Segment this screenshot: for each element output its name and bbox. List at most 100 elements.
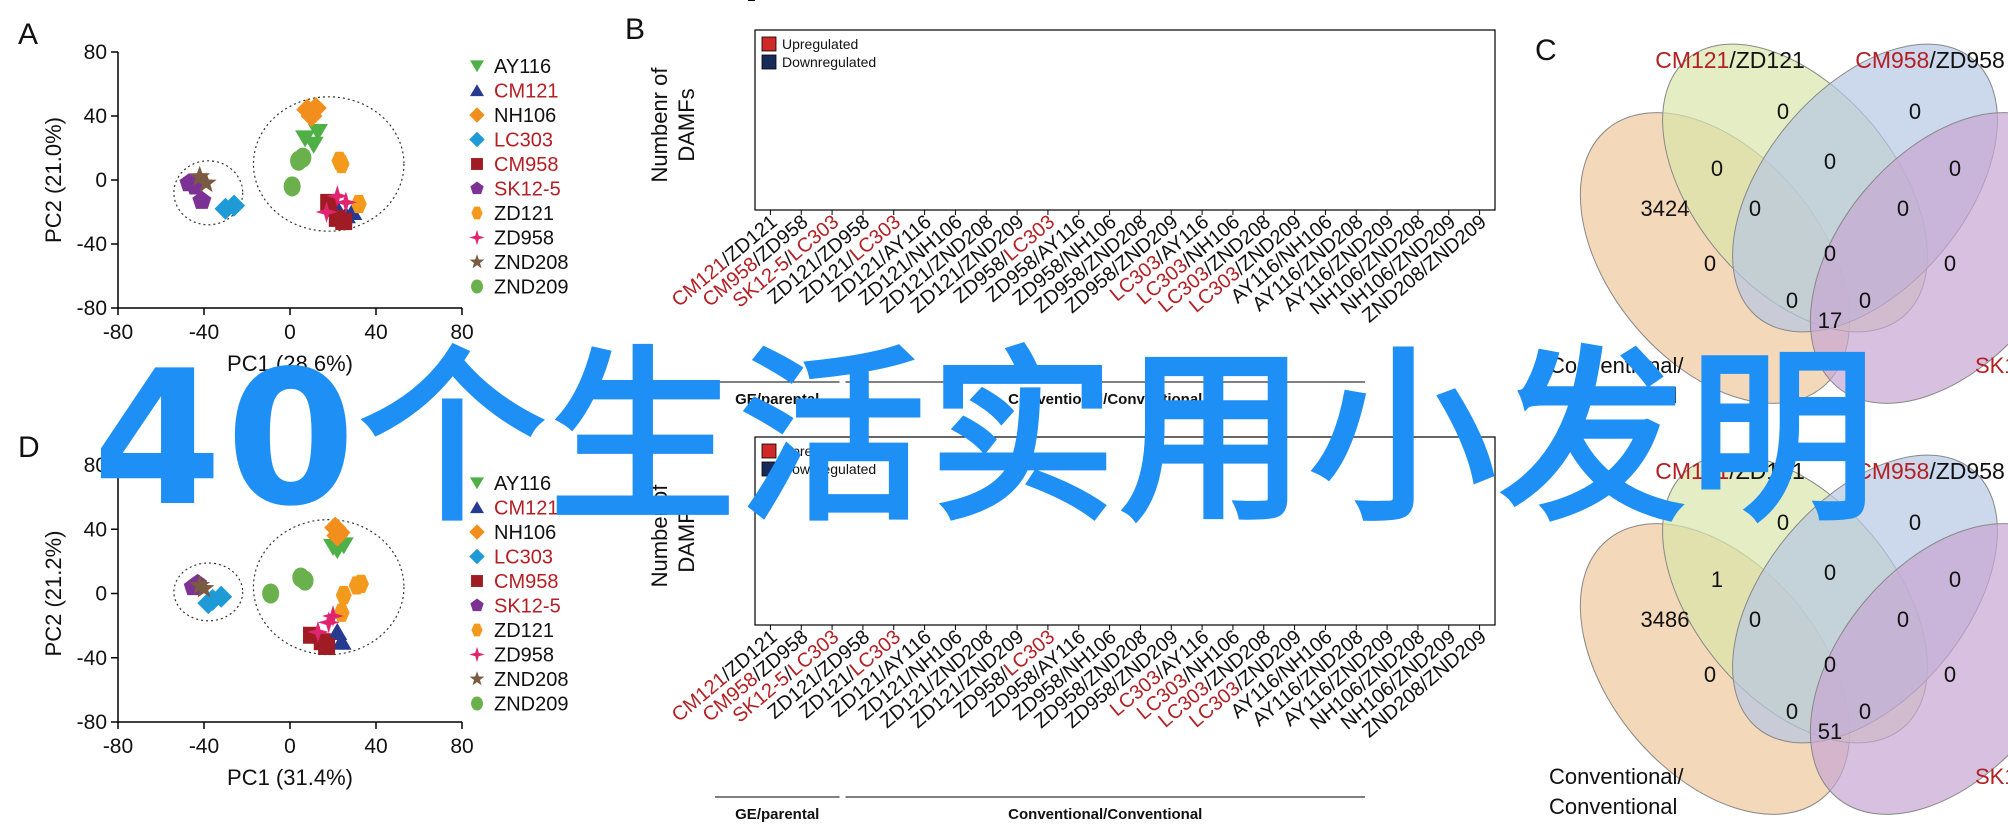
y-tick-label: -80 — [77, 711, 107, 734]
bar-value-label: 367 — [1345, 0, 1369, 3]
slash: / — [1929, 458, 1936, 484]
marker-zd958 — [322, 604, 344, 627]
legend-label: AY116 — [494, 473, 551, 495]
bar-value-label: 906 — [1036, 0, 1060, 3]
legend-diamond-icon — [469, 107, 485, 123]
venn-region-value: 0 — [1824, 241, 1836, 266]
bar-value-label: 1701 — [1402, 0, 1433, 3]
bar-value-label: 1 — [1383, 0, 1391, 3]
venn-region-value: 0 — [1824, 149, 1836, 174]
bar-value-label: 732 — [1098, 0, 1122, 3]
bar-value-label: 1142 — [971, 0, 1001, 3]
venn-region-value: 0 — [1859, 699, 1871, 724]
legend-star4-icon — [469, 646, 485, 663]
legend-label: ZND208 — [494, 669, 568, 691]
bar-value-label: 0 — [1075, 0, 1083, 3]
label-part: SK12-5 — [1975, 764, 2008, 789]
legend-label: LC303 — [494, 547, 553, 569]
legend-diamond-icon — [469, 548, 485, 565]
venn-set-label: CM121/ZD121 — [1655, 458, 1805, 484]
group-label: Conventional/Conventional — [1008, 806, 1202, 823]
bar-value-label: 1816 — [1217, 0, 1248, 3]
bar-value-label: 224 — [1468, 0, 1492, 3]
bar-value-label: 1 — [767, 0, 775, 3]
y-tick-label: 40 — [84, 518, 107, 541]
venn-region-value: 1 — [1711, 567, 1723, 592]
label-part: CM958 — [1855, 458, 1929, 484]
legend-label: ZND209 — [494, 694, 568, 716]
x-tick-label: -80 — [103, 321, 133, 344]
y-tick-label: 0 — [733, 0, 745, 5]
bar-value-label: 109 — [1437, 0, 1461, 3]
pca-panel-a: 80 40 0 -40 -80-80 -40 0 40 80 PC1 (28.6%) PC2 (21… — [18, 18, 568, 376]
bar-value-label: 62 — [1256, 0, 1272, 3]
bar-value-label: 0 — [859, 0, 867, 3]
venn-region-value: 0 — [1897, 196, 1909, 221]
venn-region-value: 0 — [1704, 251, 1716, 276]
panel-letter: D — [18, 431, 40, 464]
venn-region-value: 0 — [1749, 607, 1761, 632]
venn-region-value: 0 — [1897, 607, 1909, 632]
bar-value-label: 0 — [952, 0, 960, 3]
bar-value-label: 210 — [1283, 0, 1307, 3]
venn-region-value: 0 — [1944, 251, 1956, 276]
legend-label: ZD121 — [494, 203, 554, 225]
venn-region-value: 0 — [1909, 510, 1921, 535]
y-tick-label: 80 — [84, 41, 107, 64]
x-axis-title: PC1 (28.6%) — [227, 351, 353, 376]
y-tick-label: -40 — [77, 647, 107, 670]
y-tick-label: -80 — [77, 297, 107, 320]
bar-value-label: 5 — [1322, 0, 1330, 3]
y-tick-label: 1200 — [698, 0, 745, 5]
bar-value-label: 475 — [1468, 0, 1492, 3]
venn-set-label: CM958/ZD958 — [1855, 47, 2005, 73]
legend-label: Downregulated — [782, 461, 876, 477]
x-tick-label: 40 — [364, 321, 387, 344]
y-tick-label: 80 — [84, 454, 107, 477]
marker-cm958 — [335, 213, 353, 231]
x-tick-label: -80 — [103, 735, 133, 758]
x-tick-label: -40 — [189, 321, 219, 344]
marker-sk12-5 — [179, 173, 199, 192]
marker-nh106 — [326, 524, 349, 547]
venn-set-label: Conventional/ — [1549, 353, 1684, 378]
bar-value-label: 0 — [921, 0, 929, 3]
venn-panel-c: 0034240000000000017CM121/ZD121CM958/ZD95… — [1535, 34, 2008, 408]
x-tick-label: -40 — [189, 735, 219, 758]
venn-region-value: 0 — [1824, 560, 1836, 585]
marker-znd209 — [262, 583, 280, 604]
y-tick-label: 2000 — [698, 0, 745, 5]
bar-value-label: 1336 — [1125, 0, 1156, 3]
label-part: ZD958 — [1936, 458, 2005, 484]
marker-zd121 — [335, 586, 352, 605]
label-part: ZD958 — [1936, 47, 2005, 73]
venn-region-value: 0 — [1944, 662, 1956, 687]
legend-label: CM958 — [494, 571, 558, 593]
plot-frame — [754, 29, 1496, 211]
y-tick-label: 1200 — [698, 0, 745, 5]
y-tick-label: 0 — [733, 0, 745, 5]
slash: / — [1729, 47, 1736, 73]
legend-swatch-up — [761, 443, 777, 459]
legend-label: CM121 — [494, 81, 558, 103]
legend-pentagon-icon — [470, 598, 484, 612]
y-tick-label: 800 — [710, 0, 745, 5]
legend-hexagon-icon — [471, 206, 483, 220]
label-part: ZD121 — [1736, 47, 1805, 73]
y-tick-label: 800 — [710, 0, 745, 5]
bar-value-label: 103 — [1252, 0, 1276, 3]
venn-set-ellipse — [1809, 523, 2008, 815]
y-tick-label: 400 — [710, 0, 745, 5]
y-axis-title: Number of — [647, 484, 672, 588]
bar-value-label: 0 — [921, 0, 929, 3]
legend-swatch-down — [761, 54, 777, 70]
x-tick-label: 0 — [284, 321, 296, 344]
legend-label: ZD121 — [494, 620, 554, 642]
y-axis-title: PC2 (21.2%) — [41, 531, 66, 657]
legend-diamond-icon — [469, 131, 485, 148]
legend-label: CM121 — [494, 498, 558, 520]
marker-znd209 — [283, 176, 301, 197]
y-tick-label: 1600 — [698, 0, 745, 5]
venn-region-value: 0 — [1704, 662, 1716, 687]
